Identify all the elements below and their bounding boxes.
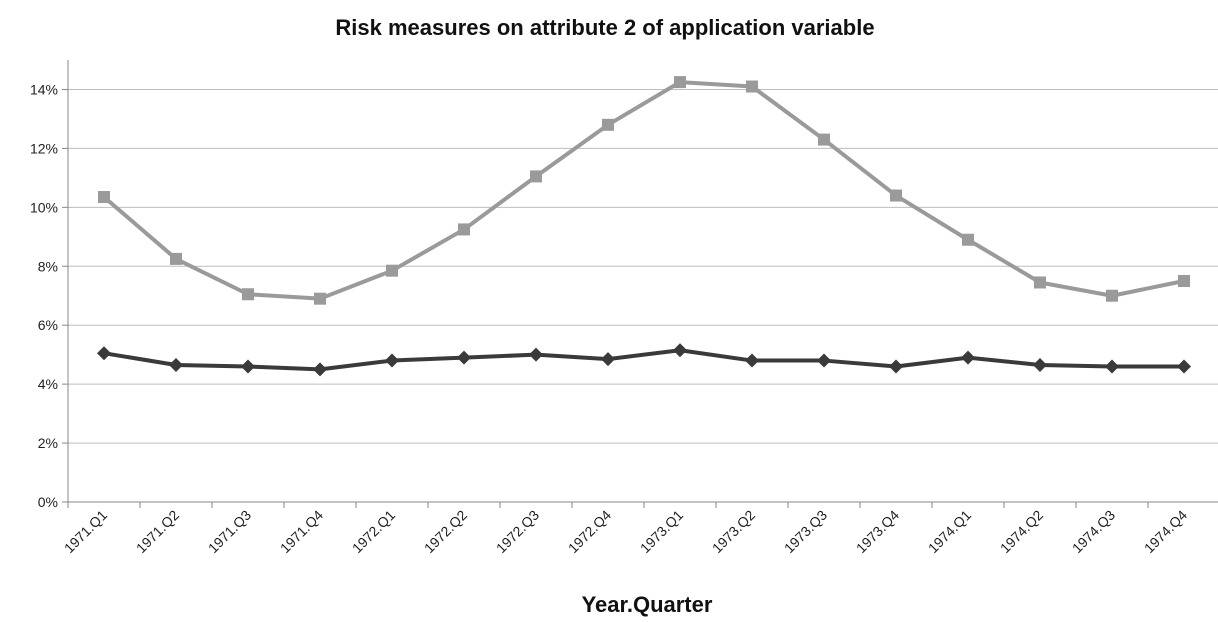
data-point-square (1106, 289, 1118, 302)
data-point-square (818, 133, 830, 146)
data-point-square (602, 118, 614, 131)
x-tick-label: 1974.Q3 (1069, 507, 1118, 556)
data-point-diamond (97, 346, 111, 361)
data-point-square (242, 288, 254, 301)
data-point-square (1034, 276, 1046, 289)
data-point-square (530, 170, 542, 183)
data-point-diamond (1105, 359, 1119, 374)
data-point-diamond (673, 343, 687, 358)
series-1 (98, 76, 1190, 305)
y-tick-label: 12% (30, 140, 58, 156)
chart-title: Risk measures on attribute 2 of applicat… (335, 15, 874, 40)
y-tick-label: 10% (30, 199, 58, 215)
y-tick-label: 4% (38, 376, 58, 392)
y-tick-label: 2% (38, 435, 58, 451)
data-point-square (386, 264, 398, 277)
data-point-diamond (385, 353, 399, 368)
x-tick-label: 1971.Q2 (133, 507, 182, 556)
data-point-square (1178, 275, 1190, 287)
x-tick-label: 1972.Q4 (565, 507, 614, 556)
data-point-diamond (601, 352, 615, 367)
series-line (103, 348, 1184, 372)
x-tick-label: 1974.Q4 (1141, 507, 1190, 556)
y-tick-label: 8% (38, 258, 58, 274)
y-tick-label: 14% (30, 81, 58, 97)
grid-layer (68, 88, 1218, 444)
y-tick-label: 0% (38, 494, 58, 510)
data-point-square (98, 191, 110, 204)
y-tick-labels: 0% 2% 4% 6% 8% 10% 12% 14% (30, 81, 58, 510)
data-point-square (170, 252, 182, 265)
data-point-diamond (457, 350, 471, 365)
data-point-diamond (961, 350, 975, 365)
data-point-square (314, 292, 326, 305)
series-layer (97, 76, 1191, 377)
x-tick-labels: 1971.Q1 1971.Q2 1971.Q3 1971.Q4 1972.Q1 1972.… (61, 507, 1190, 556)
data-point-square (674, 76, 686, 89)
x-tick-label: 1973.Q1 (637, 507, 686, 556)
data-point-diamond (745, 353, 759, 368)
series-line (102, 80, 1185, 301)
x-tick-label: 1972.Q1 (349, 507, 398, 556)
x-tick-label: 1971.Q3 (205, 507, 254, 556)
x-tick-label: 1973.Q3 (781, 507, 830, 556)
data-point-diamond (313, 362, 327, 377)
data-point-diamond (529, 347, 543, 362)
x-tick-label: 1971.Q1 (61, 507, 110, 556)
x-tick-label: 1974.Q1 (925, 507, 974, 556)
data-point-diamond (169, 357, 183, 372)
data-point-diamond (1177, 359, 1191, 374)
data-point-square (962, 233, 974, 246)
series-2 (97, 343, 1191, 377)
x-tick-label: 1973.Q2 (709, 507, 758, 556)
x-tick-label: 1972.Q2 (421, 507, 470, 556)
data-point-diamond (1033, 357, 1047, 372)
data-point-square (890, 189, 902, 202)
data-point-diamond (241, 359, 255, 374)
x-tick-label: 1973.Q4 (853, 507, 902, 556)
x-tick-label: 1972.Q3 (493, 507, 542, 556)
data-point-square (746, 80, 758, 93)
y-tick-label: 6% (38, 317, 58, 333)
x-axis-title: Year.Quarter (582, 592, 713, 617)
data-point-square (458, 223, 470, 236)
data-point-diamond (817, 353, 831, 368)
x-tick-label: 1971.Q4 (277, 507, 326, 556)
axis-layer (62, 60, 1218, 508)
x-tick-label: 1974.Q2 (997, 507, 1046, 556)
data-point-diamond (889, 359, 903, 374)
